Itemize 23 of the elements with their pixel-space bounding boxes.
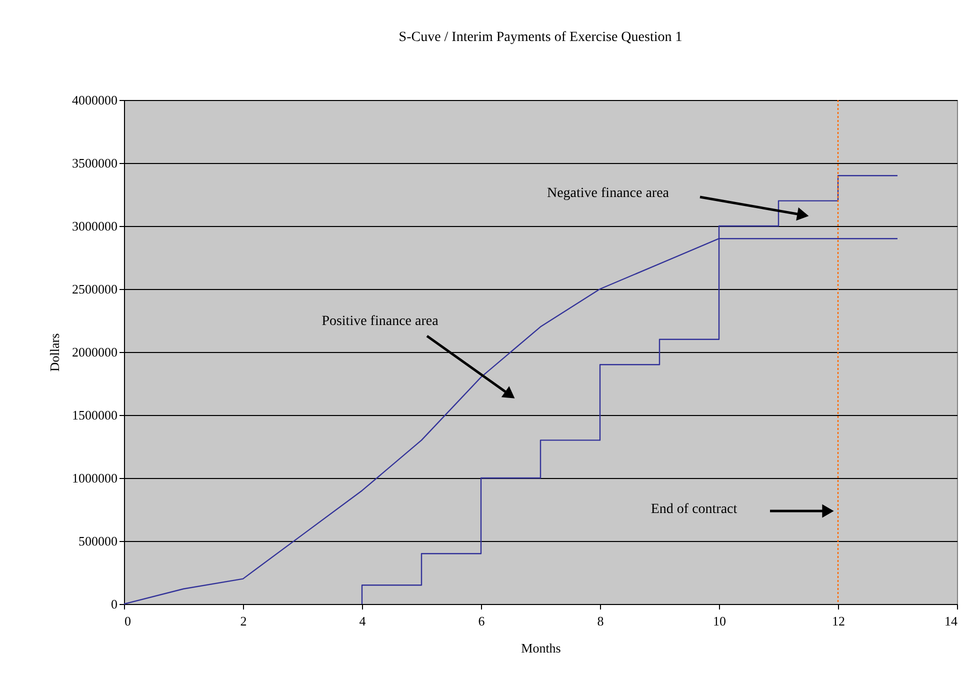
chart-title: S-Cuve / Interim Payments of Exercise Question 1 — [398, 30, 682, 45]
x-tick-label: 14 — [944, 614, 958, 628]
y-tick-label: 500000 — [78, 534, 118, 548]
annotation: End of contract — [650, 502, 738, 517]
x-tick-label: 6 — [478, 614, 486, 628]
y-tick-label: 2000000 — [72, 344, 118, 360]
x-axis-title: Months — [521, 640, 561, 656]
x-tick-label: 4 — [359, 614, 366, 628]
y-tick-label: 1500000 — [72, 408, 118, 422]
y-tick-label: 1000000 — [72, 470, 118, 486]
x-tick-label: 2 — [240, 614, 247, 628]
annotation: Positive finance area — [322, 314, 440, 329]
y-tick-label: 0 — [111, 596, 118, 612]
y-axis-title: Dollars — [47, 333, 62, 372]
x-tick-label: 0 — [124, 614, 131, 628]
y-tick-label: 2500000 — [72, 282, 118, 296]
y-tick-label: 3000000 — [72, 218, 118, 234]
x-tick-label: 8 — [597, 614, 604, 628]
y-tick-label: 3500000 — [72, 156, 118, 170]
x-tick-label: 12 — [832, 614, 845, 628]
annotation: Negative finance area — [546, 186, 670, 201]
x-tick-label: 10 — [713, 614, 726, 628]
y-tick-label: 4000000 — [72, 92, 118, 108]
